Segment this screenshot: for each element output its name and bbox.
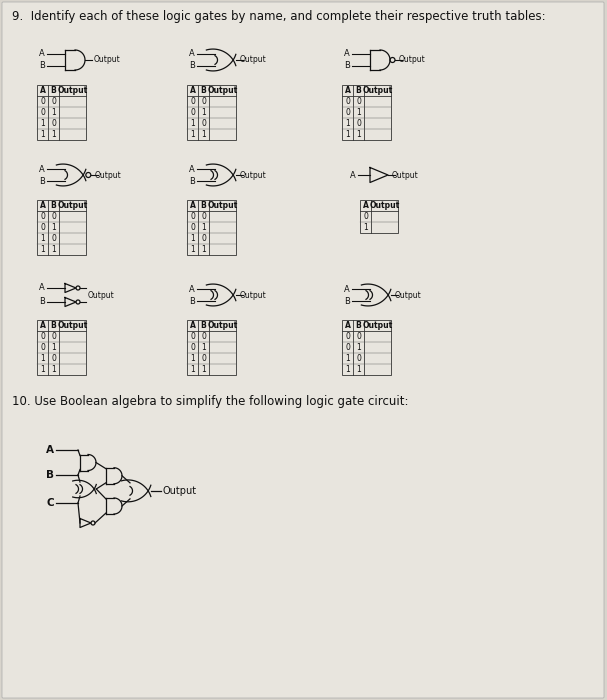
Text: Output: Output bbox=[208, 86, 237, 95]
Bar bbox=[37, 85, 86, 140]
Text: A: A bbox=[39, 86, 46, 95]
Text: 10. Use Boolean algebra to simplify the following logic gate circuit:: 10. Use Boolean algebra to simplify the … bbox=[12, 395, 409, 408]
Text: B: B bbox=[39, 176, 45, 186]
Text: 0: 0 bbox=[40, 332, 45, 341]
Text: 0: 0 bbox=[190, 343, 195, 352]
Text: B: B bbox=[344, 62, 350, 71]
Text: 0: 0 bbox=[201, 119, 206, 128]
Text: B: B bbox=[356, 321, 361, 330]
Text: 1: 1 bbox=[40, 245, 45, 254]
Text: B: B bbox=[50, 86, 56, 95]
Text: 1: 1 bbox=[356, 130, 361, 139]
Text: A: A bbox=[189, 164, 195, 174]
Text: B: B bbox=[50, 201, 56, 210]
Text: 1: 1 bbox=[51, 108, 56, 117]
Text: Output: Output bbox=[208, 321, 237, 330]
Text: 1: 1 bbox=[190, 234, 195, 243]
Text: B: B bbox=[189, 176, 195, 186]
Bar bbox=[187, 200, 236, 255]
Bar bbox=[37, 200, 86, 255]
Text: 0: 0 bbox=[345, 332, 350, 341]
Text: A: A bbox=[39, 164, 45, 174]
Text: 1: 1 bbox=[190, 354, 195, 363]
Text: B: B bbox=[356, 86, 361, 95]
Text: Output: Output bbox=[395, 290, 422, 300]
Text: 0: 0 bbox=[51, 354, 56, 363]
Text: Output: Output bbox=[94, 55, 121, 64]
Text: A: A bbox=[39, 321, 46, 330]
Text: 0: 0 bbox=[201, 332, 206, 341]
Text: Output: Output bbox=[399, 55, 426, 64]
Text: B: B bbox=[50, 321, 56, 330]
Text: 9.  Identify each of these logic gates by name, and complete their respective tr: 9. Identify each of these logic gates by… bbox=[12, 10, 546, 23]
Text: Output: Output bbox=[58, 86, 87, 95]
Text: 1: 1 bbox=[190, 245, 195, 254]
Text: A: A bbox=[344, 284, 350, 293]
Text: 1: 1 bbox=[345, 354, 350, 363]
Text: 1: 1 bbox=[356, 108, 361, 117]
Text: 0: 0 bbox=[190, 108, 195, 117]
Text: 1: 1 bbox=[201, 223, 206, 232]
Text: 0: 0 bbox=[356, 354, 361, 363]
Bar bbox=[187, 85, 236, 140]
Text: 1: 1 bbox=[201, 245, 206, 254]
Bar bbox=[37, 320, 86, 375]
Text: 0: 0 bbox=[51, 212, 56, 221]
Text: 0: 0 bbox=[345, 108, 350, 117]
Text: B: B bbox=[201, 321, 206, 330]
Text: 0: 0 bbox=[201, 234, 206, 243]
Text: A: A bbox=[345, 86, 350, 95]
Text: 1: 1 bbox=[51, 343, 56, 352]
Text: 1: 1 bbox=[356, 365, 361, 374]
Text: B: B bbox=[201, 201, 206, 210]
Text: 0: 0 bbox=[190, 212, 195, 221]
Bar bbox=[187, 320, 236, 375]
Text: B: B bbox=[189, 297, 195, 305]
Text: A: A bbox=[39, 284, 45, 293]
Bar bbox=[360, 200, 398, 233]
Text: 0: 0 bbox=[190, 223, 195, 232]
Text: 1: 1 bbox=[190, 365, 195, 374]
Text: Output: Output bbox=[240, 290, 266, 300]
Text: 0: 0 bbox=[51, 119, 56, 128]
Text: Output: Output bbox=[88, 290, 115, 300]
Text: Output: Output bbox=[240, 55, 266, 64]
Text: 0: 0 bbox=[201, 354, 206, 363]
Text: 0: 0 bbox=[356, 119, 361, 128]
Text: B: B bbox=[201, 86, 206, 95]
Text: Output: Output bbox=[392, 171, 419, 179]
Text: 1: 1 bbox=[40, 130, 45, 139]
Text: B: B bbox=[189, 62, 195, 71]
Text: A: A bbox=[189, 86, 195, 95]
Text: A: A bbox=[345, 321, 350, 330]
Text: Output: Output bbox=[58, 201, 87, 210]
Bar bbox=[342, 320, 391, 375]
Text: 0: 0 bbox=[40, 108, 45, 117]
Text: Output: Output bbox=[58, 321, 87, 330]
Text: 1: 1 bbox=[51, 365, 56, 374]
Text: 0: 0 bbox=[51, 332, 56, 341]
Text: Output: Output bbox=[362, 321, 393, 330]
Text: 1: 1 bbox=[345, 119, 350, 128]
Text: 0: 0 bbox=[345, 343, 350, 352]
Text: 0: 0 bbox=[201, 212, 206, 221]
Text: Output: Output bbox=[370, 201, 399, 210]
Text: 1: 1 bbox=[190, 119, 195, 128]
Text: 1: 1 bbox=[40, 234, 45, 243]
Text: A: A bbox=[362, 201, 368, 210]
Text: A: A bbox=[39, 201, 46, 210]
Text: 0: 0 bbox=[51, 97, 56, 106]
Text: 0: 0 bbox=[40, 223, 45, 232]
Text: 0: 0 bbox=[345, 97, 350, 106]
Text: 1: 1 bbox=[363, 223, 368, 232]
Text: 1: 1 bbox=[201, 343, 206, 352]
Text: 1: 1 bbox=[201, 365, 206, 374]
Text: 0: 0 bbox=[40, 97, 45, 106]
Text: 1: 1 bbox=[201, 130, 206, 139]
Text: 0: 0 bbox=[51, 234, 56, 243]
Text: A: A bbox=[189, 321, 195, 330]
Text: A: A bbox=[189, 284, 195, 293]
Text: B: B bbox=[344, 297, 350, 305]
Text: 1: 1 bbox=[190, 130, 195, 139]
